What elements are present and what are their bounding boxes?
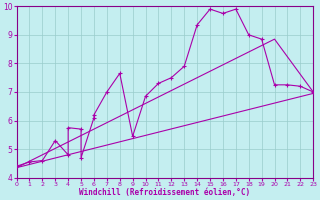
X-axis label: Windchill (Refroidissement éolien,°C): Windchill (Refroidissement éolien,°C) xyxy=(79,188,251,197)
